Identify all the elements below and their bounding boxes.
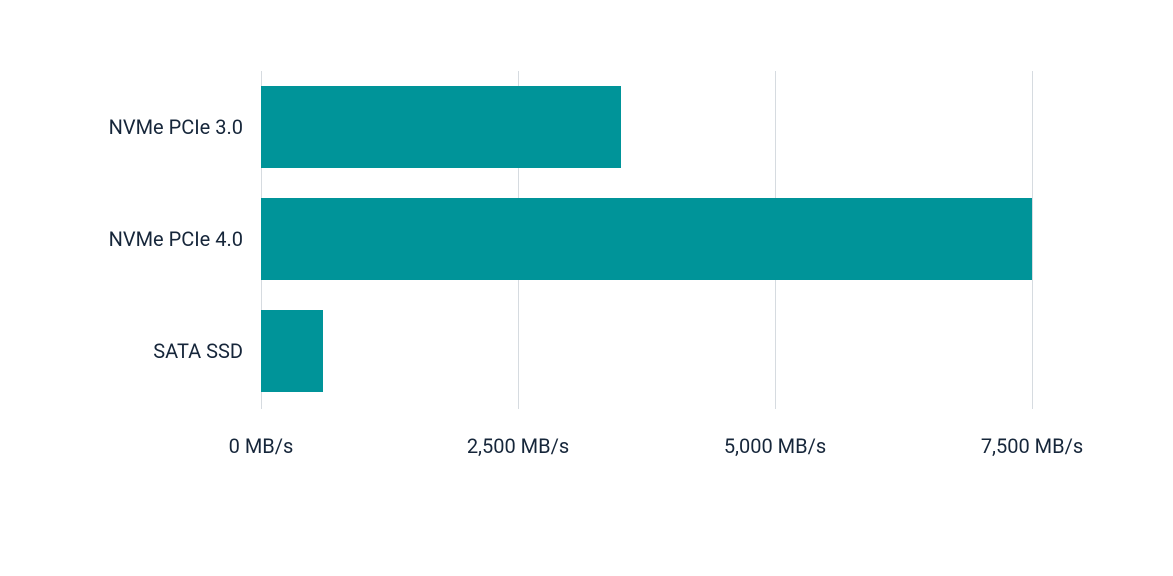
bar — [261, 310, 323, 392]
y-axis-label: SATA SSD — [153, 339, 261, 363]
x-tick-label: 0 MB/s — [229, 434, 294, 458]
x-tick-label: 7,500 MB/s — [981, 434, 1083, 458]
ssd-speed-chart: 0 MB/s 2,500 MB/s 5,000 MB/s 7,500 MB/s NVMe… — [0, 0, 1173, 576]
gridline — [1032, 71, 1033, 409]
y-axis-label: NVMe PCIe 3.0 — [109, 115, 261, 139]
x-tick-label: 5,000 MB/s — [724, 434, 826, 458]
bar — [261, 86, 621, 168]
bar-row: SATA SSD — [261, 310, 1032, 392]
bar-row: NVMe PCIe 3.0 — [261, 86, 1032, 168]
bar — [261, 198, 1032, 280]
plot-area: 0 MB/s2,500 MB/s5,000 MB/s7,500 MB/sNVMe… — [261, 71, 1032, 409]
bar-row: NVMe PCIe 4.0 — [261, 198, 1032, 280]
x-tick-label: 2,500 MB/s — [467, 434, 569, 458]
y-axis-label: NVMe PCIe 4.0 — [109, 227, 261, 251]
